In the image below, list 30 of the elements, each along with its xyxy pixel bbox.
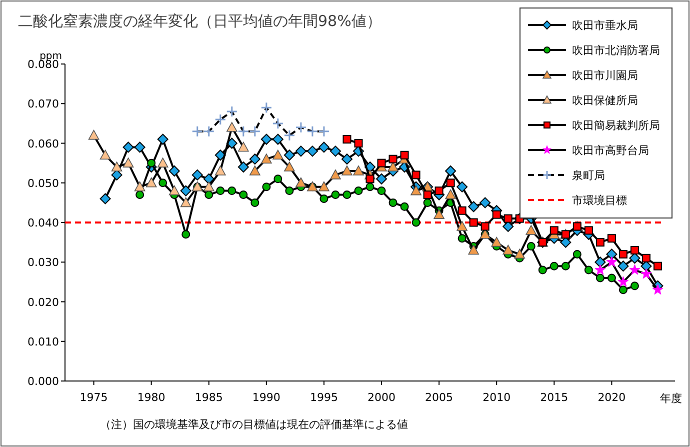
- legend-label: 市環境目標: [572, 194, 627, 207]
- legend-label: 吹田簡易裁判所局: [572, 119, 660, 132]
- y-tick-label: 0.010: [28, 335, 59, 348]
- legend-label: 吹田市北消防署局: [572, 44, 660, 57]
- x-tick-label: 1990: [252, 391, 280, 404]
- y-tick-label: 0.070: [28, 98, 59, 111]
- y-tick-label: 0.030: [28, 256, 59, 270]
- text: （注）国の環境基準及び市の目標値は現在の評価基準による値: [100, 418, 408, 431]
- x-tick-label: 2015: [540, 391, 568, 404]
- x-axis-title: 年度: [660, 392, 682, 405]
- y-tick-label: 0.000: [28, 375, 59, 388]
- legend-label: 吹田保健所局: [572, 94, 638, 107]
- y-tick-label: 0.040: [28, 216, 59, 230]
- y-tick-label: 0.020: [28, 296, 59, 309]
- legend-label: 吹田市垂水局: [572, 19, 638, 32]
- x-tick-label: 2005: [425, 391, 454, 404]
- chart-title: 二酸化窒素濃度の経年変化（日平均値の年間98%値）: [18, 12, 382, 30]
- x-tick-label: 1985: [194, 391, 223, 404]
- y-tick-label: 0.080: [28, 58, 59, 71]
- y-tick-label: 0.060: [28, 137, 59, 150]
- y-tick-label: 0.050: [28, 176, 59, 190]
- x-tick-label: 1980: [137, 391, 166, 404]
- legend-label: 吹田市川園局: [572, 69, 638, 82]
- x-tick-label: 2000: [368, 391, 396, 404]
- x-tick-label: 1995: [310, 391, 338, 404]
- legend-label: 泉町局: [572, 169, 605, 182]
- x-tick-label: 2010: [482, 391, 511, 404]
- x-tick-label: 2020: [598, 391, 626, 404]
- x-tick-label: 1975: [80, 391, 108, 404]
- legend-label: 吹田市高野台局: [572, 144, 649, 157]
